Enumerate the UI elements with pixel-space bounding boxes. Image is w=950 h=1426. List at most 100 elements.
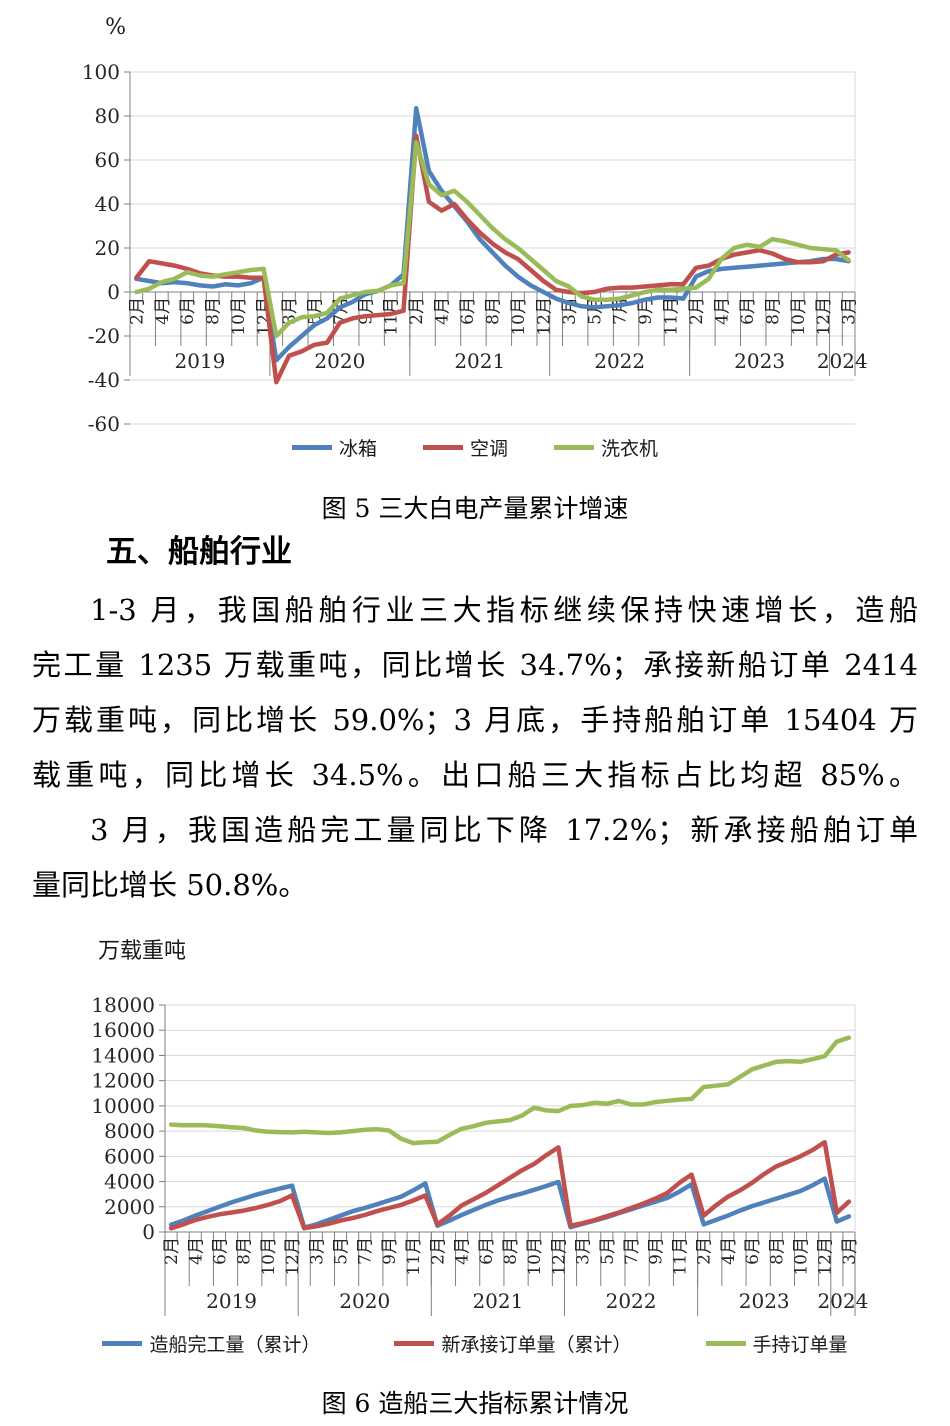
series-line-新承接订单量（累计）	[168, 1139, 852, 1231]
x-tick-label: 9月	[380, 1237, 400, 1265]
series-line-洗衣机	[134, 140, 851, 339]
x-tick-label: 2月	[127, 297, 147, 325]
x-tick-label: 10月	[789, 297, 809, 336]
x-tick-label: 6月	[738, 297, 758, 325]
y-tick-label: 4000	[104, 1170, 155, 1194]
legend-label: 空调	[469, 438, 508, 460]
y-tick-label: 18000	[91, 993, 155, 1017]
fig6-caption: 图 6 造船三大指标累计情况	[321, 1389, 629, 1418]
y-tick-label: 0	[107, 280, 120, 304]
x-tick-label: 3月	[840, 1237, 860, 1265]
x-tick-label: 9月	[646, 1237, 666, 1265]
x-tick-label: 6月	[210, 1237, 230, 1265]
y-tick-label: 14000	[91, 1043, 155, 1067]
year-label: 2023	[734, 349, 785, 373]
x-tick-label: 5月	[598, 1237, 618, 1265]
legend-item: 造船完工量（累计）	[102, 1330, 320, 1357]
legend-line-swatch	[422, 445, 463, 450]
legend-line-swatch	[554, 445, 594, 450]
section-heading: 五、船舶行业	[106, 534, 292, 570]
year-label: 2020	[314, 349, 365, 373]
x-tick-label: 6月	[477, 1237, 497, 1265]
x-tick-label: 6月	[743, 1237, 763, 1265]
x-tick-label: 12月	[549, 1237, 569, 1276]
x-tick-label: 8月	[767, 1237, 787, 1265]
legend-line-swatch	[291, 445, 332, 450]
paragraph-line: 1-3 月，我国船舶行业三大指标继续保持快速增长，造船	[90, 593, 918, 627]
paragraph-line: 载重吨，同比增长 34.5%。出口船三大指标占比均超 85%。	[32, 758, 918, 792]
year-label: 2020	[339, 1289, 390, 1313]
paragraph-shipbuilding-march: 3 月，我国造船完工量同比下降 17.2%；新承接船舶订单 量同比增长 50.8…	[32, 803, 918, 913]
x-tick-label: 10月	[229, 297, 249, 336]
x-tick-label: 10月	[792, 1237, 812, 1276]
legend-line-swatch	[705, 1341, 746, 1346]
y-tick-label: 100	[82, 60, 120, 84]
legend-item: 手持订单量	[705, 1330, 848, 1357]
x-tick-label: 4月	[712, 297, 732, 325]
y-tick-label: -40	[88, 368, 120, 392]
fig6-legend: 造船完工量（累计） 新承接订单量（累计） 手持订单量	[0, 1330, 950, 1357]
axis-unit-label: 万载重吨	[98, 939, 186, 964]
x-tick-label: 11月	[662, 297, 682, 336]
x-tick-label: 2月	[428, 1237, 448, 1265]
x-tick-label: 6月	[178, 297, 198, 325]
x-tick-label: 2月	[695, 1237, 715, 1265]
legend-item: 洗衣机	[554, 434, 658, 461]
shipbuilding-indicators-chart: 1800016000140001200010000800060004000200…	[91, 939, 868, 1316]
x-tick-label: 12月	[816, 1237, 836, 1276]
x-tick-label: 9月	[356, 297, 376, 325]
x-tick-label: 12月	[283, 1237, 303, 1276]
paragraph-line: 量同比增长 50.8%。	[32, 868, 308, 902]
x-tick-label: 3月	[574, 1237, 594, 1265]
x-tick-label: 3月	[307, 1237, 327, 1265]
x-tick-label: 11月	[382, 297, 402, 336]
axis-unit-label: %	[105, 15, 126, 40]
x-tick-label: 10月	[525, 1237, 545, 1276]
series-line-空调	[134, 133, 851, 385]
legend-label: 洗衣机	[601, 438, 659, 460]
year-label: 2024	[817, 1289, 868, 1313]
y-tick-label: -60	[88, 412, 120, 436]
year-label: 2021	[472, 1289, 523, 1313]
legend-item: 新承接订单量（累计）	[394, 1330, 632, 1357]
year-label: 2024	[817, 349, 868, 373]
x-tick-label: 9月	[636, 297, 656, 325]
year-label: 2023	[739, 1289, 790, 1313]
year-label: 2022	[606, 1289, 657, 1313]
year-label: 2019	[175, 349, 226, 373]
x-tick-label: 12月	[534, 297, 554, 336]
legend-label: 造船完工量（累计）	[149, 1334, 321, 1356]
y-tick-label: 20	[95, 236, 120, 260]
legend-item: 冰箱	[291, 434, 377, 461]
x-tick-label: 5月	[585, 297, 605, 325]
series-line-手持订单量	[168, 1035, 852, 1146]
legend-label: 新承接订单量（累计）	[441, 1334, 632, 1356]
y-tick-label: 8000	[104, 1119, 155, 1143]
legend-line-swatch	[394, 1341, 435, 1346]
x-tick-label: 8月	[763, 297, 783, 325]
year-label: 2019	[206, 1289, 257, 1313]
legend-item: 空调	[422, 434, 508, 461]
y-tick-label: 10000	[91, 1094, 155, 1118]
x-tick-label: 6月	[458, 297, 478, 325]
y-tick-label: 2000	[104, 1195, 155, 1219]
x-tick-label: 4月	[453, 1237, 473, 1265]
paragraph-line: 万载重吨，同比增长 59.0%；3 月底，手持船舶订单 15404 万	[32, 703, 918, 737]
legend-line-swatch	[102, 1341, 143, 1346]
x-tick-label: 7月	[622, 1237, 642, 1265]
x-tick-label: 10月	[259, 1237, 279, 1276]
x-tick-label: 10月	[509, 297, 529, 336]
x-tick-label: 4月	[153, 297, 173, 325]
x-tick-label: 5月	[332, 1237, 352, 1265]
fig5-legend: 冰箱 空调 洗衣机	[0, 434, 950, 461]
x-tick-label: 4月	[719, 1237, 739, 1265]
x-tick-label: 2月	[162, 1237, 182, 1265]
x-tick-label: 11月	[670, 1237, 690, 1276]
x-tick-label: 8月	[204, 297, 224, 325]
year-label: 2021	[454, 349, 505, 373]
fig5-caption: 图 5 三大白电产量累计增速	[321, 494, 629, 523]
x-tick-label: 8月	[235, 1237, 255, 1265]
x-tick-label: 2月	[687, 297, 707, 325]
x-tick-label: 7月	[356, 1237, 376, 1265]
paragraph-shipbuilding-q1: 1-3 月，我国船舶行业三大指标继续保持快速增长，造船 完工量 1235 万载重…	[32, 583, 918, 803]
